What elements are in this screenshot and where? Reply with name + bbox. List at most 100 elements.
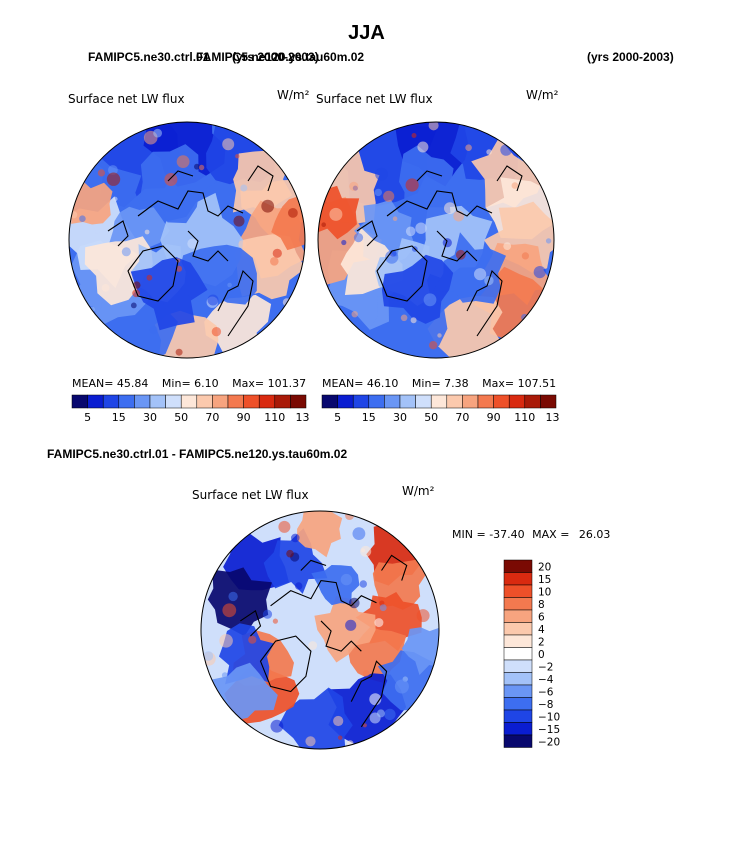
panel1-colorbar-swatch-2 [102,394,120,409]
panel1-colorbar-swatch-7 [180,394,198,409]
panel1-region-19 [139,144,217,224]
panel3-colorbar-tick-0: 20 [538,561,551,573]
panel1-colorbar-swatch-6 [165,394,182,409]
panel1-stats: MEAN= 45.84 Min= 6.10 Max= 101.37 [72,377,306,390]
panel2-colorbar-swatch-7 [430,394,448,409]
panel2-min-value: 7.38 [444,377,469,390]
panel3-colorbar-swatch-11 [503,697,533,711]
panel1-colorbar-tick-5: 90 [237,411,251,424]
panel3-colorbar-swatch-13 [503,722,533,736]
panel2-colorbar-swatch-14 [540,394,557,409]
panel1-coastline-3 [187,230,229,262]
panel2-colorbar-swatch-13 [524,394,541,409]
panel3-cell-14 [295,582,303,590]
panel3-colorbar-tick-6: 2 [538,636,545,648]
panel1-colorbar-swatch-4 [134,394,151,409]
panel3-colorbar-tick-9: −4 [538,674,554,686]
panel3-region-8 [278,687,353,749]
panel1-cell-5 [187,238,198,249]
panel3-cell-34 [203,651,214,661]
panel1-units: W/m² [277,88,310,102]
panel1-colorbar-swatch-3 [118,394,135,409]
panel2-colorbar-swatch-3 [368,394,385,409]
panel3-coastline-3 [320,620,362,652]
panel3-title: Surface net LW flux [192,488,309,502]
panel3-colorbar-tick-3: 8 [538,599,545,611]
panel3-colorbar-tick-8: −2 [538,661,553,673]
panel3-region-16 [297,511,343,558]
panel1-colorbar-tick-7: 130 [296,411,311,424]
panel3-cell-33 [221,672,228,679]
panel2-coastline-3 [436,230,478,262]
ne120-years-label: (yrs 2000-2003) [587,50,674,64]
panel1-coastline-6 [167,170,194,182]
panel2-colorbar-swatch-0 [321,394,338,409]
panel2-cell-34 [411,133,417,138]
panel3-colorbar-tick-10: −6 [538,686,554,698]
panel2-colorbar-swatch-9 [462,394,479,409]
panel1-cell-24 [288,208,298,218]
panel2-cell-10 [405,226,416,237]
panel2-colorbar-tick-6: 110 [514,411,535,424]
panel3-region-1 [207,567,273,637]
panel1-cell-13 [261,199,275,213]
panel1-colorbar-tick-0: 5 [84,411,91,424]
panel2-cell-14 [533,266,546,279]
panel2-cell-23 [405,178,419,192]
panel3-coastline-5 [240,609,262,637]
panel1-colorbar-tick-2: 30 [143,411,157,424]
panel2-stats: MEAN= 46.10 Min= 7.38 Max= 107.51 [322,377,556,390]
panel1-polar-map [68,121,306,359]
panel1-cell-38 [211,327,222,337]
panel3-max-label: MAX = [532,528,570,541]
panel1-min-value: 6.10 [194,377,219,390]
panel3-colorbar-swatch-3 [503,597,533,611]
panel2-cell-27 [321,222,326,227]
panel3-region-12 [314,596,376,663]
panel1-mean-label: MEAN= [72,377,114,390]
panel1-cell-35 [97,169,105,177]
panel3-colorbar-swatch-4 [503,609,533,623]
panel1-min-label: Min= [161,377,191,390]
panel3-cell-27 [248,635,257,644]
panel1-cell-11 [176,155,190,168]
panel1-colorbar-swatch-5 [149,394,166,409]
panel2-mean-value: 46.10 [366,377,399,390]
panel3-field [201,511,439,749]
panel2-colorbar-tick-5: 90 [487,411,501,424]
panel1-colorbar-swatch-8 [196,394,213,409]
panel2-cell-18 [349,181,359,191]
panel3-cell-10 [338,735,343,740]
panel1-coastline-5 [107,220,129,247]
panel3-colorbar-swatch-8 [503,659,533,673]
panel3-coastline-1 [259,635,312,693]
panel1-cell-30 [101,284,110,292]
panel2-cell-25 [392,216,398,221]
panel3-cell-37 [376,709,385,718]
panel2-map-border [317,121,555,359]
panel2-cell-3 [486,149,492,155]
panel1-colorbar-swatch-13 [274,394,291,409]
panel3-cell-31 [416,609,430,623]
panel2-cell-30 [417,141,429,153]
panel3-colorbar-tick-14: −20 [538,736,560,748]
ne120-case-header: FAMIPC5.ne120.ys.tau60m.02 [196,50,365,64]
panel3-cell-26 [278,520,291,533]
panel2-cell-19 [383,190,395,202]
panel2-field [318,122,554,358]
panel1-cell-18 [222,138,235,151]
panel1-cell-7 [235,154,240,159]
panel2-colorbar-swatch-4 [384,394,401,409]
panel1-colorbar-swatch-9 [212,394,229,409]
panel2-mean-label: MEAN= [322,377,364,390]
panel2-units: W/m² [526,88,559,102]
panel2-coastline-2 [466,269,503,337]
panel1-colorbar-swatch-14 [290,394,307,409]
panel3-colorbar-tick-2: 10 [538,586,551,598]
panel1-cell-33 [227,282,232,288]
panel1-colorbar-swatch-0 [71,394,88,409]
panel3-max-value: 26.03 [578,528,611,541]
panel2-cell-2 [351,311,358,318]
panel2-cell-15 [374,188,382,197]
panel1-cell-26 [130,302,137,309]
